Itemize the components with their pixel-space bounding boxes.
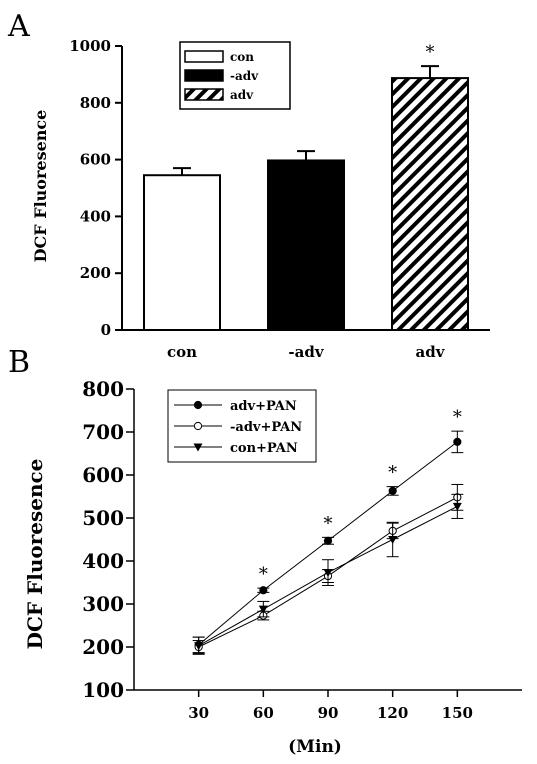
ylabel-b: DCF Fluoresence: [23, 459, 47, 650]
axes-b: 100 200 300 400 500 600 700 800 30 60 90 120 150: [82, 377, 522, 722]
legend-swatch: [184, 88, 224, 101]
y-tick-label-a: 200: [80, 264, 111, 282]
series-b: * * * *: [192, 407, 464, 655]
series-2: [192, 493, 464, 655]
ylabel-a: DCF Fluoresence: [31, 110, 50, 263]
legend-swatch: [184, 50, 224, 63]
legend-label: -adv: [230, 69, 259, 83]
significance-star: *: [426, 42, 435, 63]
y-tick-label-b: 400: [82, 549, 124, 573]
bar-adv: [391, 77, 469, 332]
y-tick-label-a: 600: [80, 151, 111, 169]
x-tick-label-a: con: [167, 343, 197, 361]
legend-label: -adv+PAN: [230, 420, 302, 435]
y-tick-label-b: 600: [82, 463, 124, 487]
legend-a: con -adv adv: [179, 41, 291, 110]
marker-triangle-down: [194, 642, 204, 651]
legend-label: adv: [230, 88, 254, 102]
marker-filled-circle: [323, 536, 333, 545]
y-tick-label-a: 1000: [69, 37, 111, 55]
panel-a-letter: A: [7, 9, 30, 44]
legend-swatch: [184, 69, 224, 82]
y-tick-label-b: 200: [82, 635, 124, 659]
significance-star: *: [453, 407, 462, 428]
x-tick-label-b: 120: [377, 704, 408, 722]
legend-b: adv+PAN -adv+PAN con+PAN: [167, 389, 317, 463]
line-chart-b: DCF Fluoresence (Min) 100 200 300 400 500 600…: [23, 377, 522, 757]
y-tick-label-b: 300: [82, 592, 124, 616]
y-tick-label-b: 700: [82, 420, 124, 444]
x-tick-label-b: 30: [188, 704, 209, 722]
y-tick-label-b: 500: [82, 506, 124, 530]
marker-triangle-down: [193, 443, 203, 452]
x-tick-label-b: 60: [253, 704, 274, 722]
legend-label: con: [230, 50, 254, 64]
axes-a: 0 200 400 600 800 1000: [69, 37, 490, 339]
marker-filled-circle: [193, 400, 203, 410]
x-tick-label-b: 90: [318, 704, 339, 722]
marker-filled-circle: [259, 586, 268, 595]
significance-star: *: [388, 463, 397, 484]
significance-star: *: [324, 513, 333, 534]
legend-label: con+PAN: [230, 441, 298, 456]
bar-con: [143, 174, 221, 331]
y-tick-label-a: 800: [80, 94, 111, 112]
y-tick-label-b: 800: [82, 377, 124, 401]
x-tick-label-a: adv: [416, 343, 446, 361]
legend-label: adv+PAN: [230, 399, 297, 414]
series-0: [192, 430, 464, 654]
marker-filled-circle: [388, 486, 397, 496]
x-tick-label-b: 150: [442, 704, 473, 722]
panel-b-letter: B: [8, 345, 30, 380]
bar--adv: [267, 159, 345, 331]
marker-triangle-down: [323, 569, 333, 578]
y-tick-label-a: 400: [80, 207, 111, 225]
x-tick-label-a: -adv: [288, 343, 324, 361]
y-tick-label-b: 100: [82, 678, 124, 702]
y-tick-label-a: 0: [101, 321, 111, 339]
marker-filled-circle: [453, 437, 462, 446]
xlabel-b: (Min): [288, 737, 342, 757]
bar-chart-a: DCF Fluoresence 0 200 400 600 800 1000 con -ad…: [31, 37, 490, 361]
marker-open-circle: [193, 421, 203, 431]
bars-a: con -adv adv *: [143, 42, 469, 361]
marker-triangle-down: [452, 502, 462, 511]
significance-star: *: [259, 564, 268, 585]
marker-triangle-down: [388, 536, 398, 544]
marker-triangle-down: [258, 605, 268, 614]
